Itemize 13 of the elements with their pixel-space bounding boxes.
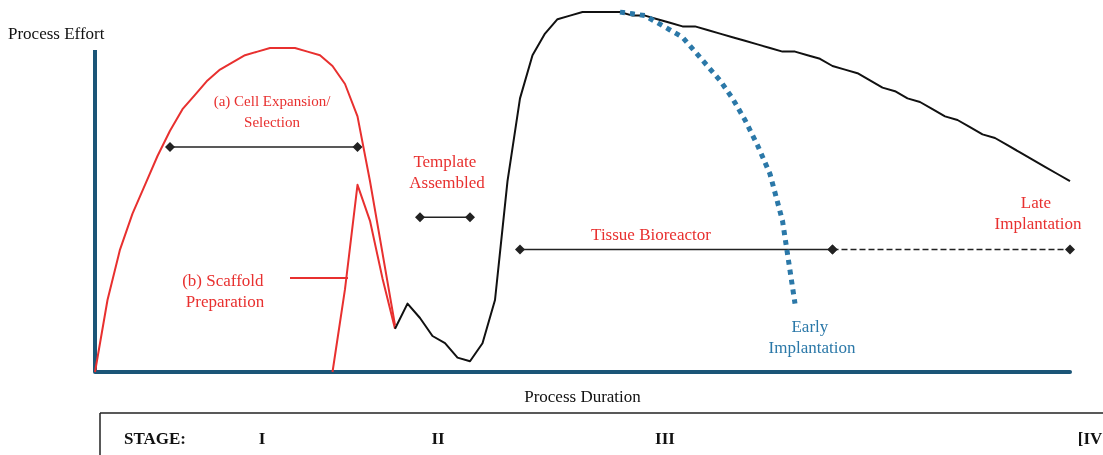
x-axis-title: Process Duration (524, 387, 642, 406)
annotation: Late Implantation (994, 193, 1082, 233)
text: III (655, 429, 676, 448)
text: STAGE: (123, 429, 187, 448)
annotation: Template Assembled (409, 152, 486, 192)
series-label: (a) Cell Expansion/Selection (213, 92, 332, 130)
series-label: Early Implantation (768, 317, 856, 357)
text: [IV (1077, 429, 1103, 448)
text: II (431, 429, 445, 448)
y-axis-title: Process Effort (8, 24, 105, 43)
annotation: Tissue Bioreactor (591, 225, 712, 244)
text: I (258, 429, 266, 448)
legend-label: (b) Scaffold Preparation (182, 271, 268, 311)
